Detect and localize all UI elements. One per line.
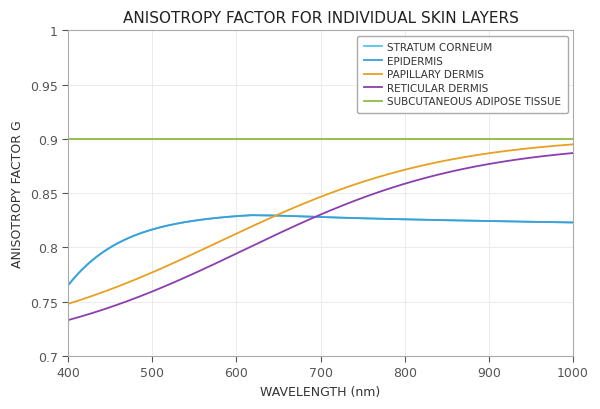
PAPILLARY DERMIS <box>569 143 577 148</box>
Line: PAPILLARY DERMIS: PAPILLARY DERMIS <box>68 145 573 304</box>
STRATUM CORNEUM <box>194 218 202 223</box>
RETICULAR DERMIS <box>293 223 300 228</box>
EPIDERMIS <box>363 216 370 221</box>
EPIDERMIS <box>294 214 301 219</box>
SUBCUTANEOUS ADIPOSE TISSUE <box>154 137 161 142</box>
PAPILLARY DERMIS <box>154 268 161 273</box>
Line: RETICULAR DERMIS: RETICULAR DERMIS <box>68 154 573 320</box>
SUBCUTANEOUS ADIPOSE TISSUE <box>569 137 577 142</box>
EPIDERMIS <box>194 218 202 223</box>
STRATUM CORNEUM <box>64 283 71 288</box>
STRATUM CORNEUM <box>445 218 452 223</box>
SUBCUTANEOUS ADIPOSE TISSUE <box>401 137 409 142</box>
RETICULAR DERMIS <box>64 318 71 323</box>
SUBCUTANEOUS ADIPOSE TISSUE <box>445 137 452 142</box>
EPIDERMIS <box>569 220 577 225</box>
STRATUM CORNEUM <box>294 214 301 219</box>
STRATUM CORNEUM <box>569 220 577 225</box>
SUBCUTANEOUS ADIPOSE TISSUE <box>362 137 369 142</box>
EPIDERMIS <box>403 217 410 222</box>
STRATUM CORNEUM <box>154 226 161 231</box>
EPIDERMIS <box>249 213 256 218</box>
RETICULAR DERMIS <box>362 195 369 200</box>
PAPILLARY DERMIS <box>293 204 300 209</box>
RETICULAR DERMIS <box>401 182 409 187</box>
PAPILLARY DERMIS <box>445 158 452 163</box>
Legend: STRATUM CORNEUM, EPIDERMIS, PAPILLARY DERMIS, RETICULAR DERMIS, SUBCUTANEOUS ADI: STRATUM CORNEUM, EPIDERMIS, PAPILLARY DE… <box>357 36 568 113</box>
EPIDERMIS <box>64 283 71 288</box>
RETICULAR DERMIS <box>445 171 452 175</box>
SUBCUTANEOUS ADIPOSE TISSUE <box>64 137 71 142</box>
SUBCUTANEOUS ADIPOSE TISSUE <box>194 137 202 142</box>
RETICULAR DERMIS <box>569 151 577 156</box>
Line: STRATUM CORNEUM: STRATUM CORNEUM <box>68 216 573 285</box>
PAPILLARY DERMIS <box>194 249 202 254</box>
SUBCUTANEOUS ADIPOSE TISSUE <box>293 137 300 142</box>
STRATUM CORNEUM <box>363 216 370 221</box>
RETICULAR DERMIS <box>154 287 161 292</box>
PAPILLARY DERMIS <box>362 179 369 184</box>
PAPILLARY DERMIS <box>64 302 71 307</box>
Y-axis label: ANISOTROPY FACTOR G: ANISOTROPY FACTOR G <box>11 120 24 267</box>
STRATUM CORNEUM <box>249 213 256 218</box>
X-axis label: WAVELENGTH (nm): WAVELENGTH (nm) <box>260 385 380 398</box>
PAPILLARY DERMIS <box>401 168 409 173</box>
Title: ANISOTROPY FACTOR FOR INDIVIDUAL SKIN LAYERS: ANISOTROPY FACTOR FOR INDIVIDUAL SKIN LA… <box>122 11 518 26</box>
Line: EPIDERMIS: EPIDERMIS <box>68 216 573 285</box>
EPIDERMIS <box>445 218 452 223</box>
RETICULAR DERMIS <box>194 270 202 274</box>
EPIDERMIS <box>154 226 161 231</box>
STRATUM CORNEUM <box>403 217 410 222</box>
